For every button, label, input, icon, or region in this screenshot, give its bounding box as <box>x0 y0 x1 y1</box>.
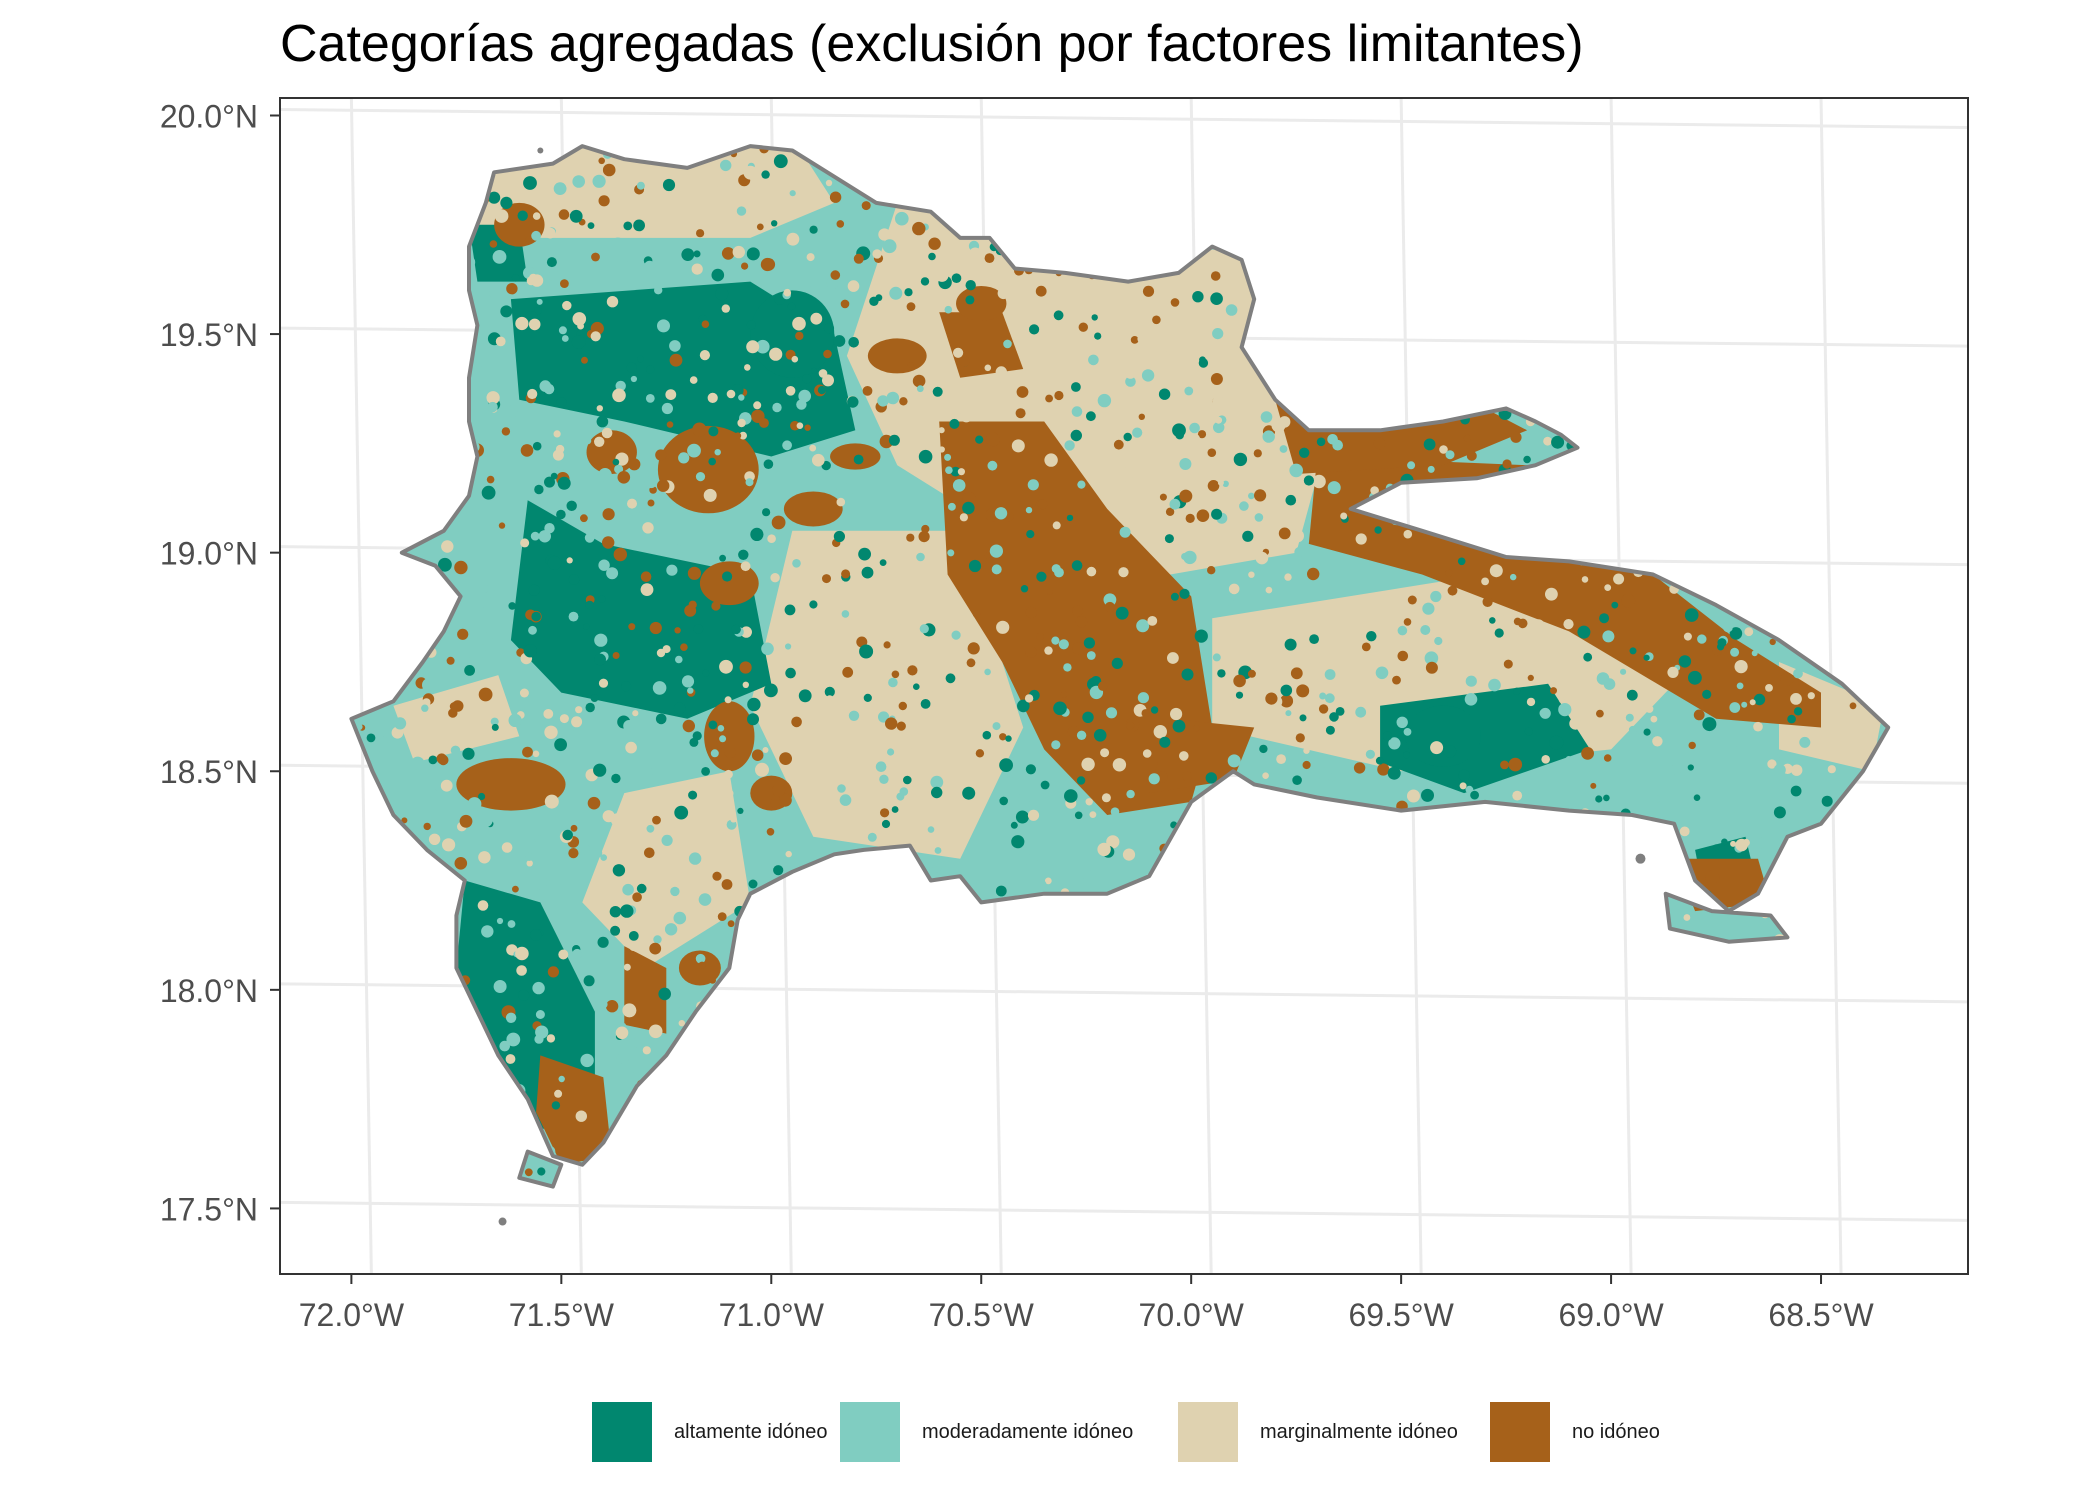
legend-swatch <box>1490 1402 1550 1462</box>
plot-frame <box>279 97 1969 1275</box>
legend-label: marginalmente idóneo <box>1260 1420 1458 1443</box>
islet <box>498 1217 507 1226</box>
suitability-patch <box>1405 705 1481 767</box>
y-tick-label: 19.0°N <box>160 536 258 572</box>
x-tick-label: 70.0°W <box>1139 1297 1245 1333</box>
suitability-patch <box>657 425 759 514</box>
legend-item: no idóneo <box>1490 1400 1660 1464</box>
legend-item: marginalmente idóneo <box>1178 1400 1458 1464</box>
suitability-zone <box>750 530 1024 859</box>
y-tick-label: 18.0°N <box>160 973 258 1009</box>
x-tick-label: 69.5°W <box>1348 1297 1454 1333</box>
suitability-patch <box>783 491 843 527</box>
x-axis: 72.0°W 71.5°W 71.0°W 70.5°W 70.0°W 69.5°W 69.0… <box>299 1274 1874 1333</box>
country-outline <box>349 144 1891 1189</box>
suitability-patch <box>699 561 759 606</box>
y-tick-label: 18.5°N <box>160 754 258 790</box>
legend: altamente idóneo moderadamente idóneo marg… <box>0 1400 2100 1464</box>
x-tick-label: 72.0°W <box>299 1297 405 1333</box>
suitability-zone <box>582 771 751 968</box>
legend-swatch <box>592 1402 652 1462</box>
legend-item: moderadamente idóneo <box>840 1400 1133 1464</box>
islet <box>537 147 544 154</box>
y-tick-label: 19.5°N <box>160 317 258 353</box>
parallel-gridline <box>280 1200 1968 1222</box>
map-title: Categorías agregadas (exclusión por fact… <box>280 15 1584 73</box>
x-tick-label: 71.0°W <box>719 1297 825 1333</box>
suitability-patch <box>956 285 1007 321</box>
legend-item: altamente idóneo <box>592 1400 827 1464</box>
islet <box>1635 853 1646 864</box>
y-tick-label: 17.5°N <box>160 1191 258 1227</box>
x-tick-label: 70.5°W <box>929 1297 1035 1333</box>
x-tick-label: 69.0°W <box>1558 1297 1664 1333</box>
suitability-patch <box>704 701 755 772</box>
suitability-patch <box>867 338 927 374</box>
x-tick-label: 71.5°W <box>509 1297 615 1333</box>
parallel-gridline <box>280 107 1968 129</box>
legend-swatch <box>840 1402 900 1462</box>
legend-label: moderadamente idóneo <box>922 1420 1134 1443</box>
suitability-zone <box>536 1055 612 1165</box>
y-axis: 20.0°N 19.5°N 19.0°N 18.5°N 18.0°N 17.5°N <box>160 98 280 1227</box>
legend-swatch <box>1178 1402 1238 1462</box>
legend-label: altamente idóneo <box>674 1420 828 1443</box>
suitability-zone <box>510 500 772 719</box>
meridian-gridline <box>349 98 373 1274</box>
x-tick-label: 68.5°W <box>1768 1297 1874 1333</box>
y-tick-label: 20.0°N <box>160 98 258 134</box>
legend-label: no idóneo <box>1572 1420 1660 1443</box>
